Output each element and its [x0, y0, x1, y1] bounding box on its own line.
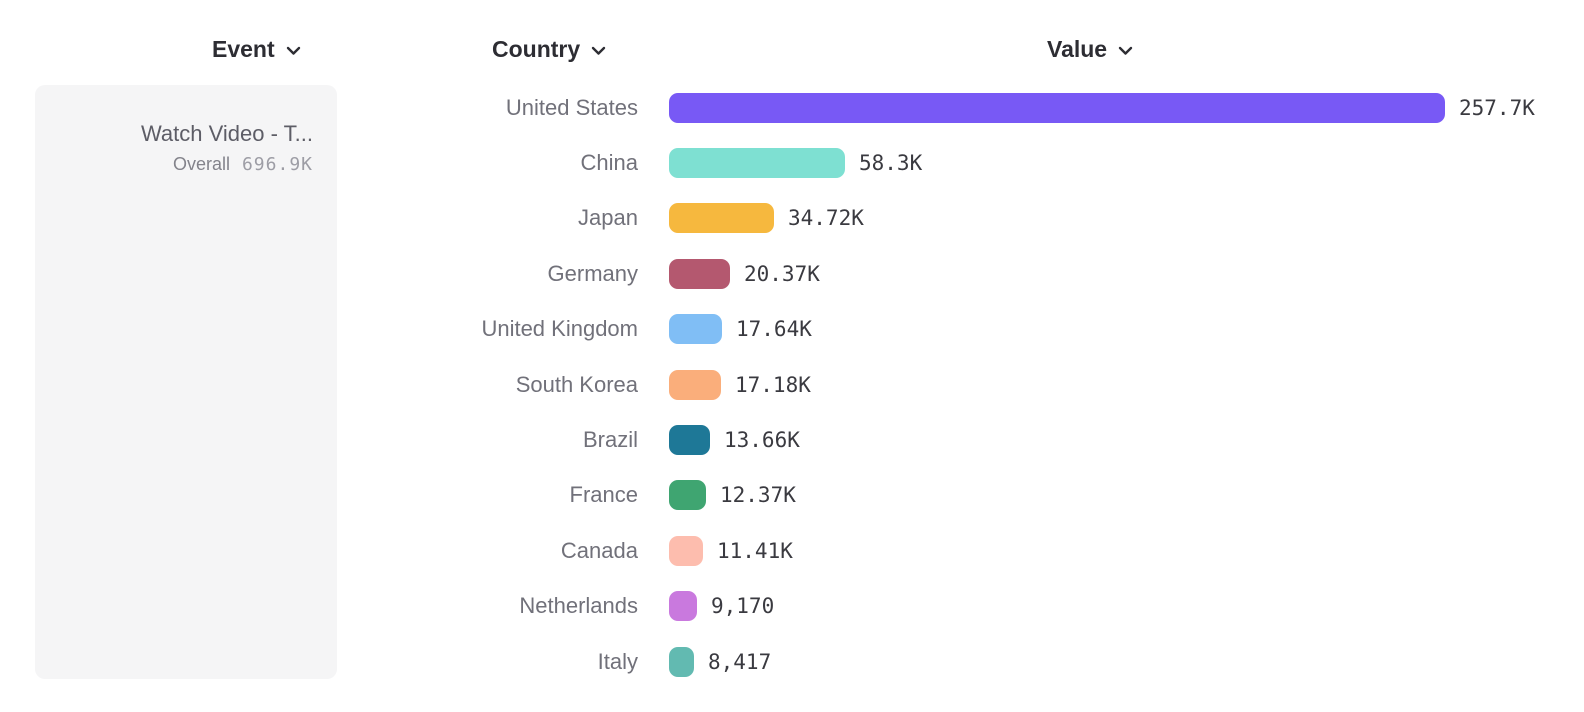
chevron-down-icon: [286, 46, 301, 56]
country-label: Japan: [578, 205, 638, 231]
bar-chart: United States 257.7K China 58.3K Japan 3…: [0, 80, 1584, 689]
value-bar[interactable]: [669, 591, 697, 622]
country-label: Netherlands: [519, 593, 638, 619]
overall-label: Overall: [172, 154, 230, 174]
chart-row: Italy 8,417: [0, 634, 1584, 689]
value-label: 11.41K: [717, 538, 793, 563]
value-bar[interactable]: [669, 369, 721, 400]
value-label: 20.37K: [744, 261, 820, 286]
value-bar[interactable]: [669, 203, 774, 234]
value-label: 9,170: [711, 594, 775, 619]
country-label: Brazil: [582, 427, 638, 453]
event-card[interactable]: Watch Video - T... Overall 696.9K: [35, 85, 337, 679]
value-bar[interactable]: [669, 535, 703, 566]
country-label: United Kingdom: [481, 316, 638, 342]
chart-row: Netherlands 9,170: [0, 579, 1584, 634]
value-column-label: Value: [1047, 35, 1108, 62]
value-label: 257.7K: [1459, 95, 1535, 120]
chart-row: Brazil 13.66K: [0, 412, 1584, 467]
value-bar[interactable]: [669, 92, 1445, 123]
chart-row: United Kingdom 17.64K: [0, 302, 1584, 357]
chart-row: China 58.3K: [0, 135, 1584, 190]
value-label: 58.3K: [859, 151, 923, 176]
value-label: 34.72K: [788, 206, 864, 231]
value-label: 12.37K: [720, 483, 796, 508]
country-label: China: [580, 150, 638, 176]
chart-row: Germany 20.37K: [0, 246, 1584, 301]
overall-value: 696.9K: [241, 154, 313, 175]
value-bar[interactable]: [669, 646, 694, 677]
country-label: South Korea: [515, 371, 638, 397]
event-column-dropdown[interactable]: Event: [212, 34, 301, 64]
value-bar[interactable]: [669, 148, 845, 179]
country-label: France: [569, 482, 638, 508]
chart-row: South Korea 17.18K: [0, 357, 1584, 412]
value-bar[interactable]: [669, 425, 710, 456]
event-name: Watch Video - T...: [140, 121, 313, 146]
value-label: 17.18K: [735, 372, 811, 397]
value-bar[interactable]: [669, 258, 730, 289]
value-label: 17.64K: [736, 317, 812, 342]
country-column-dropdown[interactable]: Country: [492, 34, 606, 64]
value-bar[interactable]: [669, 480, 706, 511]
chart-row: France 12.37K: [0, 468, 1584, 523]
country-column-label: Country: [492, 35, 581, 62]
event-column-label: Event: [212, 35, 275, 62]
chart-row: Canada 11.41K: [0, 523, 1584, 578]
chart-row: Japan 34.72K: [0, 191, 1584, 246]
chevron-down-icon: [591, 46, 606, 56]
chevron-down-icon: [1118, 46, 1133, 56]
country-label: United States: [505, 94, 638, 120]
chart-row: United States 257.7K: [0, 80, 1584, 135]
country-label: Germany: [547, 260, 638, 286]
value-label: 13.66K: [724, 428, 800, 453]
country-label: Italy: [597, 648, 638, 674]
value-bar[interactable]: [669, 314, 722, 345]
value-column-dropdown[interactable]: Value: [1047, 34, 1133, 64]
value-label: 8,417: [708, 649, 772, 674]
country-label: Canada: [560, 537, 638, 563]
